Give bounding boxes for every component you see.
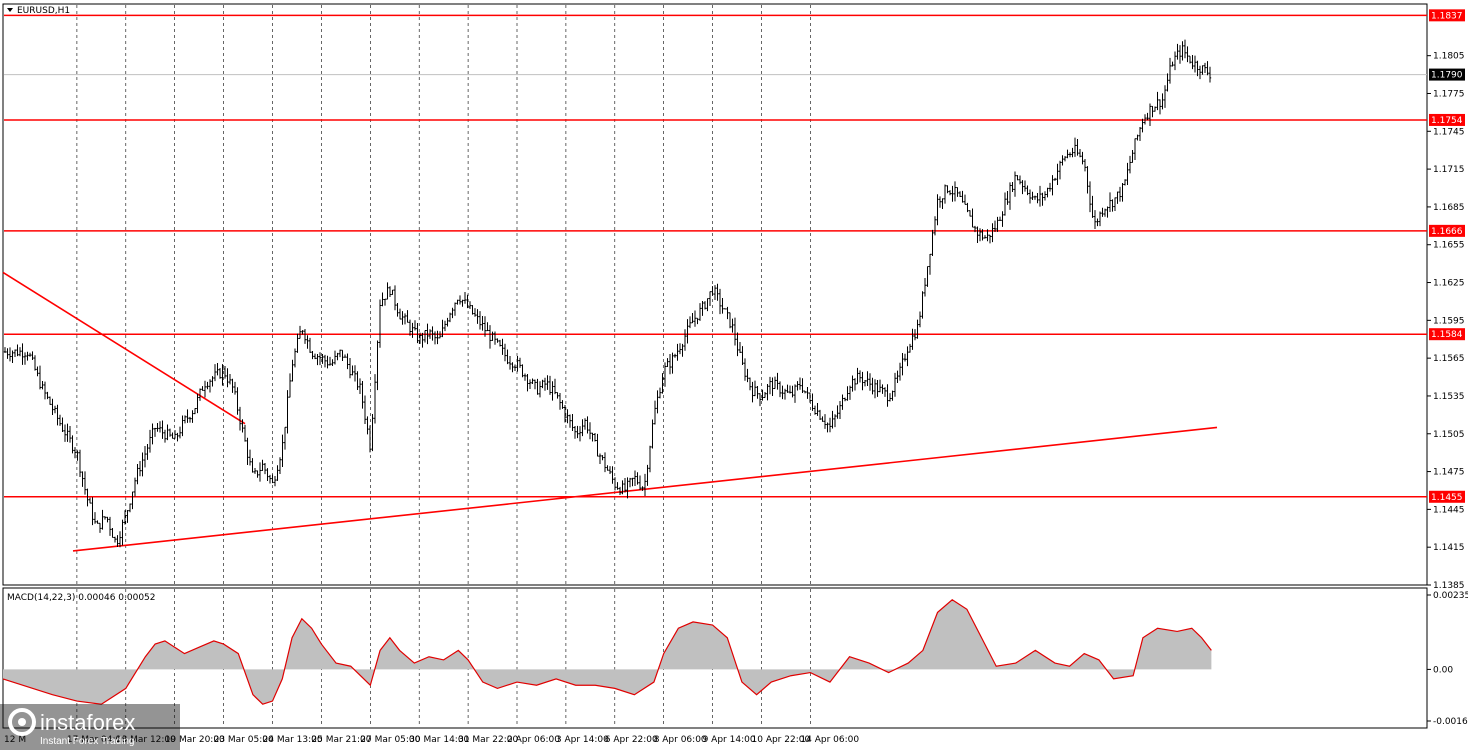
price-axis: 1.1805 1.1775 1.1745 1.1715 1.1685 1.1655 1.16… (1427, 52, 1465, 591)
level-tag (1429, 224, 1465, 237)
time-label: 25 Mar 21:00 (311, 735, 371, 745)
time-label: 10 Apr 22:00 (752, 735, 811, 745)
macd-tick-label: 0.00235 (1433, 591, 1468, 601)
price-tick-label: 1.1715 (1433, 165, 1465, 175)
macd-tick-label: -0.00163 (1433, 717, 1468, 727)
macd-axis: 0.00235 0.00 -0.00163 (1427, 591, 1468, 727)
instaforex-logo: instaforex Instant Forex Trading (0, 704, 180, 750)
time-label: 30 Mar 14:00 (409, 735, 469, 745)
price-tick-label: 1.1625 (1433, 279, 1465, 289)
time-label: 6 Apr 22:00 (605, 735, 658, 745)
gear-icon (8, 708, 36, 736)
time-label: 23 Mar 05:00 (214, 735, 274, 745)
price-tick-label: 1.1595 (1433, 316, 1465, 326)
level-tag (1429, 113, 1465, 126)
time-label: 19 Mar 20:00 (165, 735, 225, 745)
time-label: 12 M (4, 735, 26, 745)
level-tag-label: 1.1837 (1431, 11, 1463, 21)
price-tick-label: 1.1475 (1433, 468, 1465, 478)
price-tick-label: 1.1655 (1433, 241, 1465, 251)
level-tag-label: 1.1455 (1431, 493, 1463, 503)
symbol-title: EURUSD,H1 (17, 6, 70, 16)
time-label: 27 Mar 05:00 (360, 735, 420, 745)
price-tick-label: 1.1385 (1433, 581, 1465, 591)
macd-histogram (2, 599, 1212, 705)
logo-tagline: Instant Forex Trading (40, 736, 135, 747)
time-label: 14 Apr 06:00 (800, 735, 859, 745)
time-label: 9 Apr 14:00 (703, 735, 756, 745)
macd-tick-label: 0.00 (1433, 665, 1453, 675)
time-gridlines (76, 5, 811, 727)
price-tick-label: 1.1535 (1433, 392, 1465, 402)
price-tick-label: 1.1505 (1433, 430, 1465, 440)
level-tag (1429, 9, 1465, 22)
price-tick-label: 1.1445 (1433, 505, 1465, 515)
price-tick-label: 1.1415 (1433, 543, 1465, 553)
level-tag (1429, 490, 1465, 503)
time-label: 3 Apr 14:00 (556, 735, 609, 745)
price-tick-label: 1.1775 (1433, 89, 1465, 99)
level-tag-label: 1.1666 (1431, 227, 1463, 237)
time-label: 17 Mar 04:00 (67, 735, 127, 745)
price-tick-label: 1.1745 (1433, 127, 1465, 137)
price-tick-label: 1.1565 (1433, 354, 1465, 364)
price-bars (3, 39, 1212, 548)
time-label: 18 Mar 12:00 (116, 735, 176, 745)
level-tag-label: 1.1754 (1431, 116, 1463, 126)
logo-brand: instaforex (40, 710, 135, 735)
level-tag (1429, 328, 1465, 341)
price-tick-label: 1.1685 (1433, 203, 1465, 213)
macd-title: MACD(14,22,3) 0.00046 0.00052 (7, 593, 156, 603)
time-label: 31 Mar 22:00 (458, 735, 518, 745)
time-label: 24 Mar 13:00 (263, 735, 323, 745)
current-price-label: 1.1790 (1431, 71, 1463, 81)
macd-area (3, 599, 1212, 705)
level-tag-label: 1.1584 (1431, 330, 1463, 340)
time-label: 8 Apr 06:00 (654, 735, 707, 745)
horizontal-levels: 1.1837 1.1754 1.1666 1.1584 1.1455 1.1790 (4, 9, 1465, 503)
trendline-descending-resistance (2, 271, 246, 425)
price-tick-label: 1.1805 (1433, 52, 1465, 62)
time-label: 2 Apr 06:00 (507, 735, 560, 745)
symbol-dropdown-icon[interactable] (7, 8, 13, 12)
macd-signal-line (2, 599, 1212, 705)
current-price-tag (1429, 68, 1465, 81)
